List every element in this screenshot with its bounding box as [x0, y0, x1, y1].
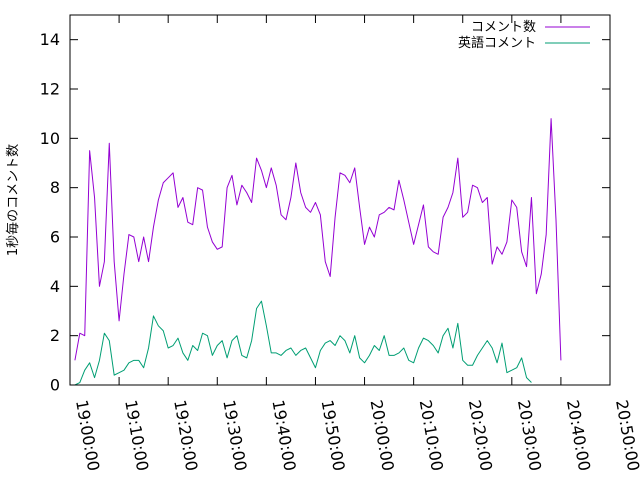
- legend-label-0: コメント数: [471, 20, 536, 35]
- y-tick-label: 0: [50, 376, 60, 395]
- series-line-0: [74, 118, 562, 361]
- y-tick-label: 4: [50, 277, 60, 296]
- plot-frame: [69, 14, 611, 386]
- y-tick-label: 2: [50, 326, 60, 345]
- legend-label-1: 英語コメント: [458, 35, 536, 51]
- y-tick-label: 6: [50, 228, 60, 247]
- y-tick-label: 12: [40, 80, 60, 99]
- y-axis-label: 1秒毎のコメント数: [5, 144, 21, 256]
- y-tick-label: 8: [50, 178, 60, 197]
- y-tick-label: 14: [40, 30, 60, 49]
- series-layer: [74, 118, 562, 386]
- series-line-1: [74, 300, 532, 386]
- y-tick-label: 10: [40, 129, 60, 148]
